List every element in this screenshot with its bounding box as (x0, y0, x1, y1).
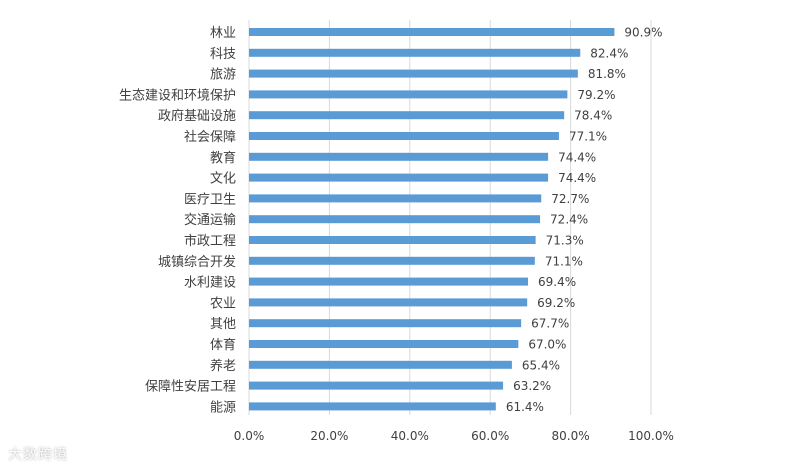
category-label: 政府基础设施 (158, 109, 236, 124)
watermark: 大数跨境 (8, 447, 68, 463)
value-label: 79.2% (577, 88, 615, 102)
category-label: 水利建设 (184, 276, 236, 291)
x-tick-label: 40.0% (391, 429, 429, 443)
bar (249, 194, 542, 203)
value-label: 82.4% (590, 46, 628, 60)
category-label: 教育 (210, 150, 236, 166)
x-tick-label: 0.0% (234, 429, 265, 443)
value-label: 61.4% (506, 400, 544, 414)
bar (249, 402, 496, 411)
bar (249, 256, 535, 265)
category-label: 市政工程 (184, 233, 236, 249)
value-labels: 90.9% 82.4% 81.8% 79.2% 78.4% 77.1% 74.4% 74.4%… (506, 26, 663, 414)
bar (249, 111, 565, 120)
category-label: 交通运输 (184, 212, 236, 228)
value-label: 77.1% (569, 130, 607, 144)
bar (249, 152, 549, 161)
category-label: 林业 (210, 26, 236, 41)
x-tick-label: 60.0% (471, 429, 509, 443)
value-label: 72.4% (550, 213, 588, 227)
category-label: 城镇综合开发 (158, 254, 236, 270)
bar (249, 298, 528, 307)
value-label: 69.4% (538, 275, 576, 289)
value-label: 74.4% (558, 150, 596, 164)
value-label: 67.7% (531, 317, 569, 331)
category-label: 保障性安居工程 (145, 380, 236, 395)
category-label: 旅游 (210, 68, 236, 83)
category-label: 养老 (210, 358, 236, 374)
bar (249, 69, 578, 78)
category-label: 能源 (210, 400, 236, 415)
value-label: 65.4% (522, 358, 560, 372)
category-label: 医疗卫生 (184, 192, 236, 207)
category-label: 体育 (210, 337, 236, 353)
category-label: 社会保障 (184, 129, 236, 145)
bar (249, 360, 512, 369)
category-labels: 林业科技旅游生态建设和环境保护政府基础设施社会保障教育文化医疗卫生交通运输市政工… (119, 26, 236, 415)
category-label: 生态建设和环境保护 (119, 88, 236, 103)
bar (249, 381, 504, 390)
value-label: 74.4% (558, 171, 596, 185)
category-label: 其他 (210, 317, 236, 332)
bar (249, 48, 581, 57)
x-tick-label: 20.0% (310, 429, 348, 443)
bar (249, 215, 541, 224)
bar (249, 319, 522, 328)
bar (249, 132, 559, 140)
value-label: 81.8% (588, 67, 626, 81)
value-label: 78.4% (574, 109, 612, 123)
value-label: 72.7% (551, 192, 589, 206)
category-label: 农业 (210, 296, 236, 311)
bar (249, 277, 528, 286)
value-label: 71.3% (546, 234, 584, 248)
bar (249, 236, 536, 244)
category-label: 文化 (210, 172, 236, 187)
value-label: 69.2% (537, 296, 575, 310)
category-label: 科技 (210, 47, 236, 62)
value-label: 67.0% (528, 338, 566, 352)
bar (249, 173, 549, 182)
bar (249, 28, 615, 36)
x-tick-label: 100.0% (628, 429, 674, 443)
value-label: 63.2% (513, 379, 551, 393)
value-label: 71.1% (545, 254, 583, 268)
bar (249, 340, 519, 348)
x-axis-ticks: 0.0% 20.0% 40.0% 60.0% 80.0% 100.0% (234, 429, 674, 443)
bars (249, 28, 615, 411)
value-label: 90.9% (624, 26, 662, 40)
x-tick-label: 80.0% (552, 429, 590, 443)
bar (249, 90, 568, 99)
